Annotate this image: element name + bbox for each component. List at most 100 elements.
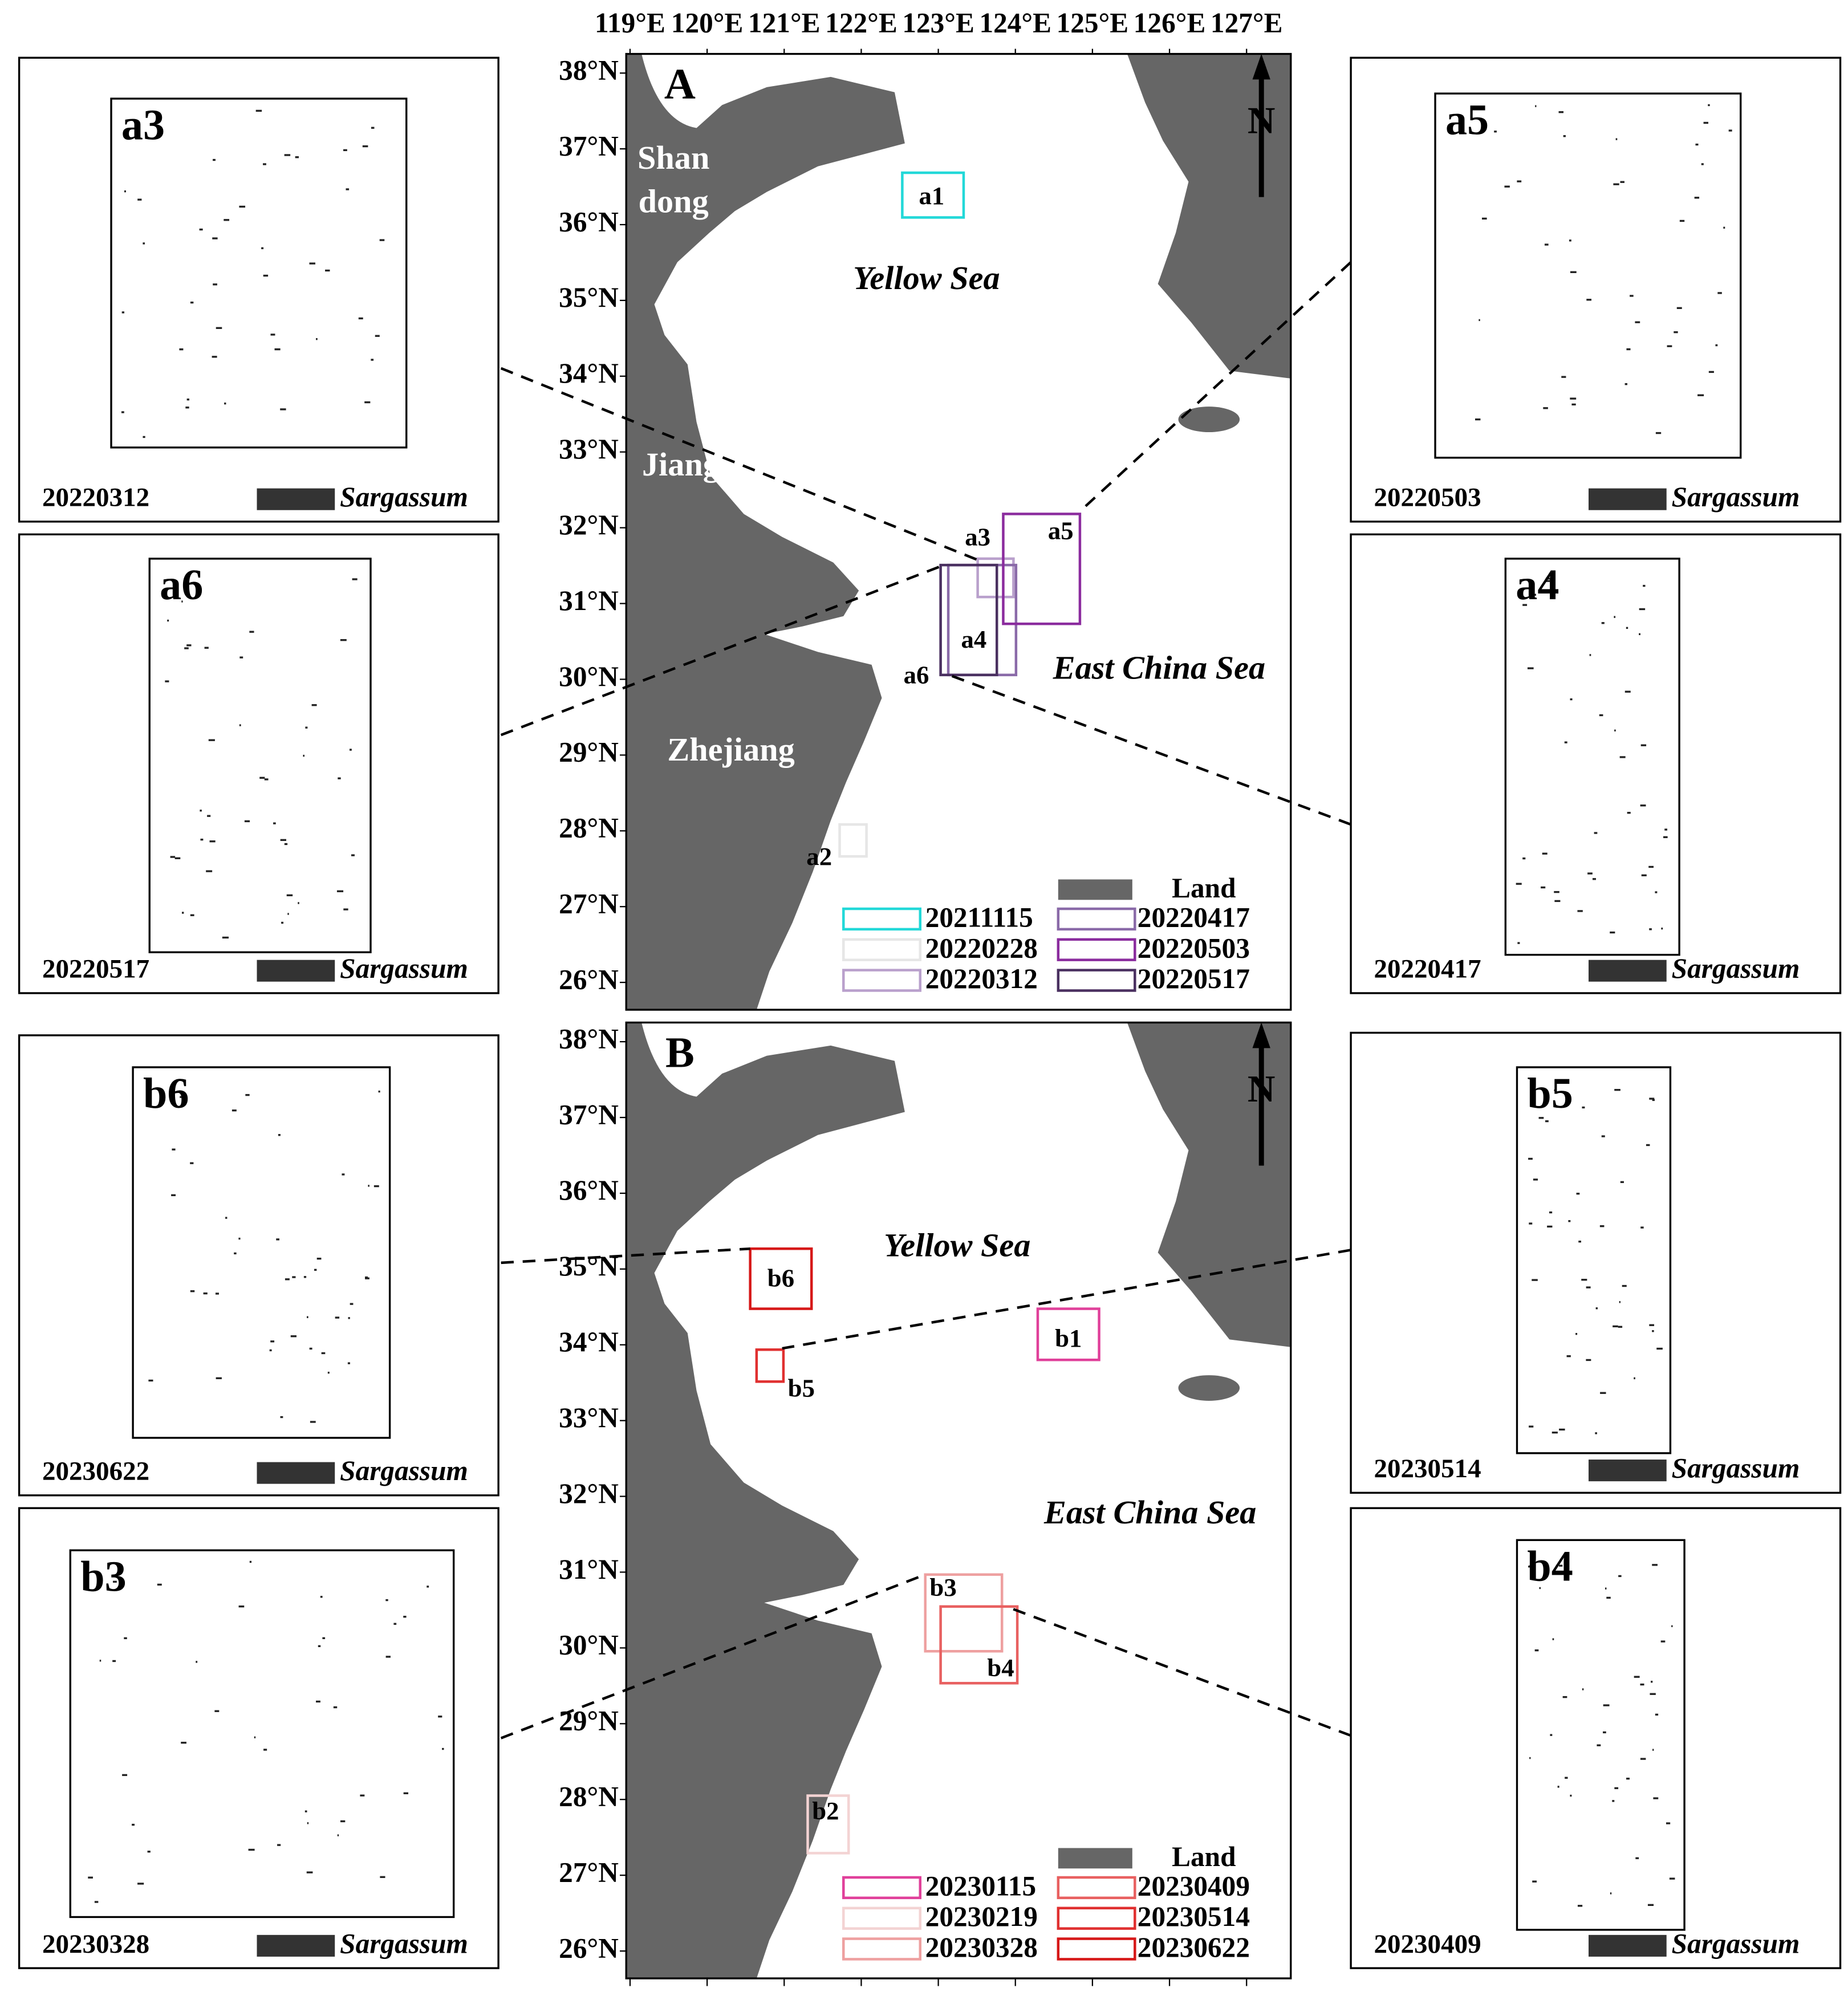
speck bbox=[281, 921, 284, 924]
sea-label: Yellow Sea bbox=[884, 1227, 1030, 1264]
speck bbox=[1570, 271, 1577, 273]
speck bbox=[1533, 1178, 1538, 1181]
speck bbox=[1624, 690, 1631, 693]
speck bbox=[1597, 1744, 1601, 1746]
speck bbox=[224, 403, 226, 405]
inset-date: 20230328 bbox=[42, 1929, 149, 1959]
speck bbox=[190, 1290, 195, 1292]
lat-label: 35°N bbox=[559, 282, 619, 313]
speck bbox=[1571, 403, 1576, 406]
speck bbox=[1606, 1596, 1611, 1599]
legend-label: 20220517 bbox=[1138, 963, 1250, 994]
place-label: Jiangsu bbox=[642, 446, 751, 483]
speck bbox=[1554, 1089, 1557, 1092]
speck bbox=[1626, 1778, 1630, 1780]
speck bbox=[199, 228, 203, 231]
speck bbox=[1605, 1587, 1607, 1590]
speck bbox=[244, 820, 250, 823]
lat-label: 38°N bbox=[559, 1023, 619, 1054]
lat-label: 28°N bbox=[559, 812, 619, 844]
speck bbox=[1554, 900, 1561, 903]
speck bbox=[1610, 931, 1615, 934]
speck bbox=[1610, 1892, 1612, 1895]
speck bbox=[214, 1710, 220, 1712]
legend-label: 20230219 bbox=[925, 1901, 1038, 1932]
key-label: Sargassum bbox=[340, 953, 468, 984]
speck bbox=[88, 1876, 93, 1879]
inset-label: b3 bbox=[80, 1552, 126, 1600]
land-swatch bbox=[1058, 879, 1132, 900]
speck bbox=[1601, 622, 1605, 624]
speck bbox=[371, 127, 375, 129]
region-label: a5 bbox=[1048, 516, 1074, 544]
speck bbox=[245, 1094, 250, 1096]
lat-label: 27°N bbox=[559, 1856, 619, 1888]
speck bbox=[1723, 226, 1725, 229]
inset-image-frame bbox=[1516, 1066, 1672, 1454]
speck bbox=[335, 1316, 340, 1319]
connector bbox=[782, 1249, 1351, 1350]
speck bbox=[259, 777, 265, 779]
panel-label: A bbox=[664, 60, 696, 108]
speck bbox=[1589, 654, 1591, 656]
speck bbox=[255, 109, 262, 112]
map-frame bbox=[625, 1021, 1292, 1979]
speck bbox=[1564, 741, 1567, 743]
legend-swatch bbox=[842, 907, 922, 931]
lat-label: 28°N bbox=[559, 1781, 619, 1812]
lat-label: 31°N bbox=[559, 1554, 619, 1585]
speck bbox=[1640, 744, 1647, 746]
speck bbox=[340, 1820, 346, 1823]
speck bbox=[1563, 135, 1566, 137]
speck bbox=[165, 680, 169, 682]
region-label: b4 bbox=[987, 1653, 1014, 1682]
inset-image-frame bbox=[69, 1549, 455, 1918]
speck bbox=[309, 262, 316, 265]
connector bbox=[500, 565, 941, 737]
speck bbox=[1599, 714, 1603, 717]
legend-swatch bbox=[1057, 1907, 1136, 1930]
speck bbox=[347, 1362, 350, 1364]
land bbox=[626, 54, 1291, 1010]
speck bbox=[1613, 1325, 1618, 1328]
speck bbox=[338, 777, 341, 779]
lat-label: 26°N bbox=[559, 1932, 619, 1964]
speck bbox=[270, 334, 275, 336]
speck bbox=[263, 163, 266, 165]
speck bbox=[1550, 1734, 1553, 1736]
land-label: Land bbox=[1172, 1841, 1236, 1872]
speck bbox=[340, 639, 347, 641]
speck bbox=[1569, 239, 1571, 242]
speck bbox=[1594, 832, 1598, 834]
speck bbox=[1581, 1279, 1587, 1281]
speck bbox=[278, 1134, 281, 1136]
speck bbox=[270, 1340, 275, 1343]
key-swatch bbox=[1589, 1460, 1667, 1482]
speck bbox=[231, 1109, 237, 1112]
speck bbox=[190, 1162, 194, 1164]
speck bbox=[403, 1792, 409, 1795]
legend-swatch bbox=[842, 1907, 922, 1930]
speck bbox=[1679, 220, 1685, 222]
speck bbox=[1534, 1649, 1539, 1652]
legend-swatch bbox=[842, 1937, 922, 1961]
speck bbox=[290, 1335, 297, 1338]
speck bbox=[1517, 942, 1520, 944]
speck bbox=[1586, 1359, 1591, 1361]
lon-label: 123°E bbox=[902, 7, 974, 39]
sea-label: East China Sea bbox=[1043, 1494, 1256, 1531]
speck bbox=[1532, 1279, 1538, 1281]
region-label: a6 bbox=[904, 661, 929, 689]
legend-swatch bbox=[842, 1876, 922, 1900]
speck bbox=[337, 1834, 339, 1836]
speck bbox=[1546, 580, 1550, 582]
speck bbox=[1586, 1286, 1591, 1288]
inset-frame bbox=[18, 56, 499, 523]
speck bbox=[203, 1292, 208, 1295]
speck bbox=[1603, 1704, 1610, 1706]
inset-date: 20220517 bbox=[42, 954, 149, 984]
speck bbox=[1603, 1731, 1606, 1734]
speck bbox=[190, 914, 194, 916]
legend-swatch bbox=[842, 938, 922, 961]
speck bbox=[1619, 756, 1626, 758]
